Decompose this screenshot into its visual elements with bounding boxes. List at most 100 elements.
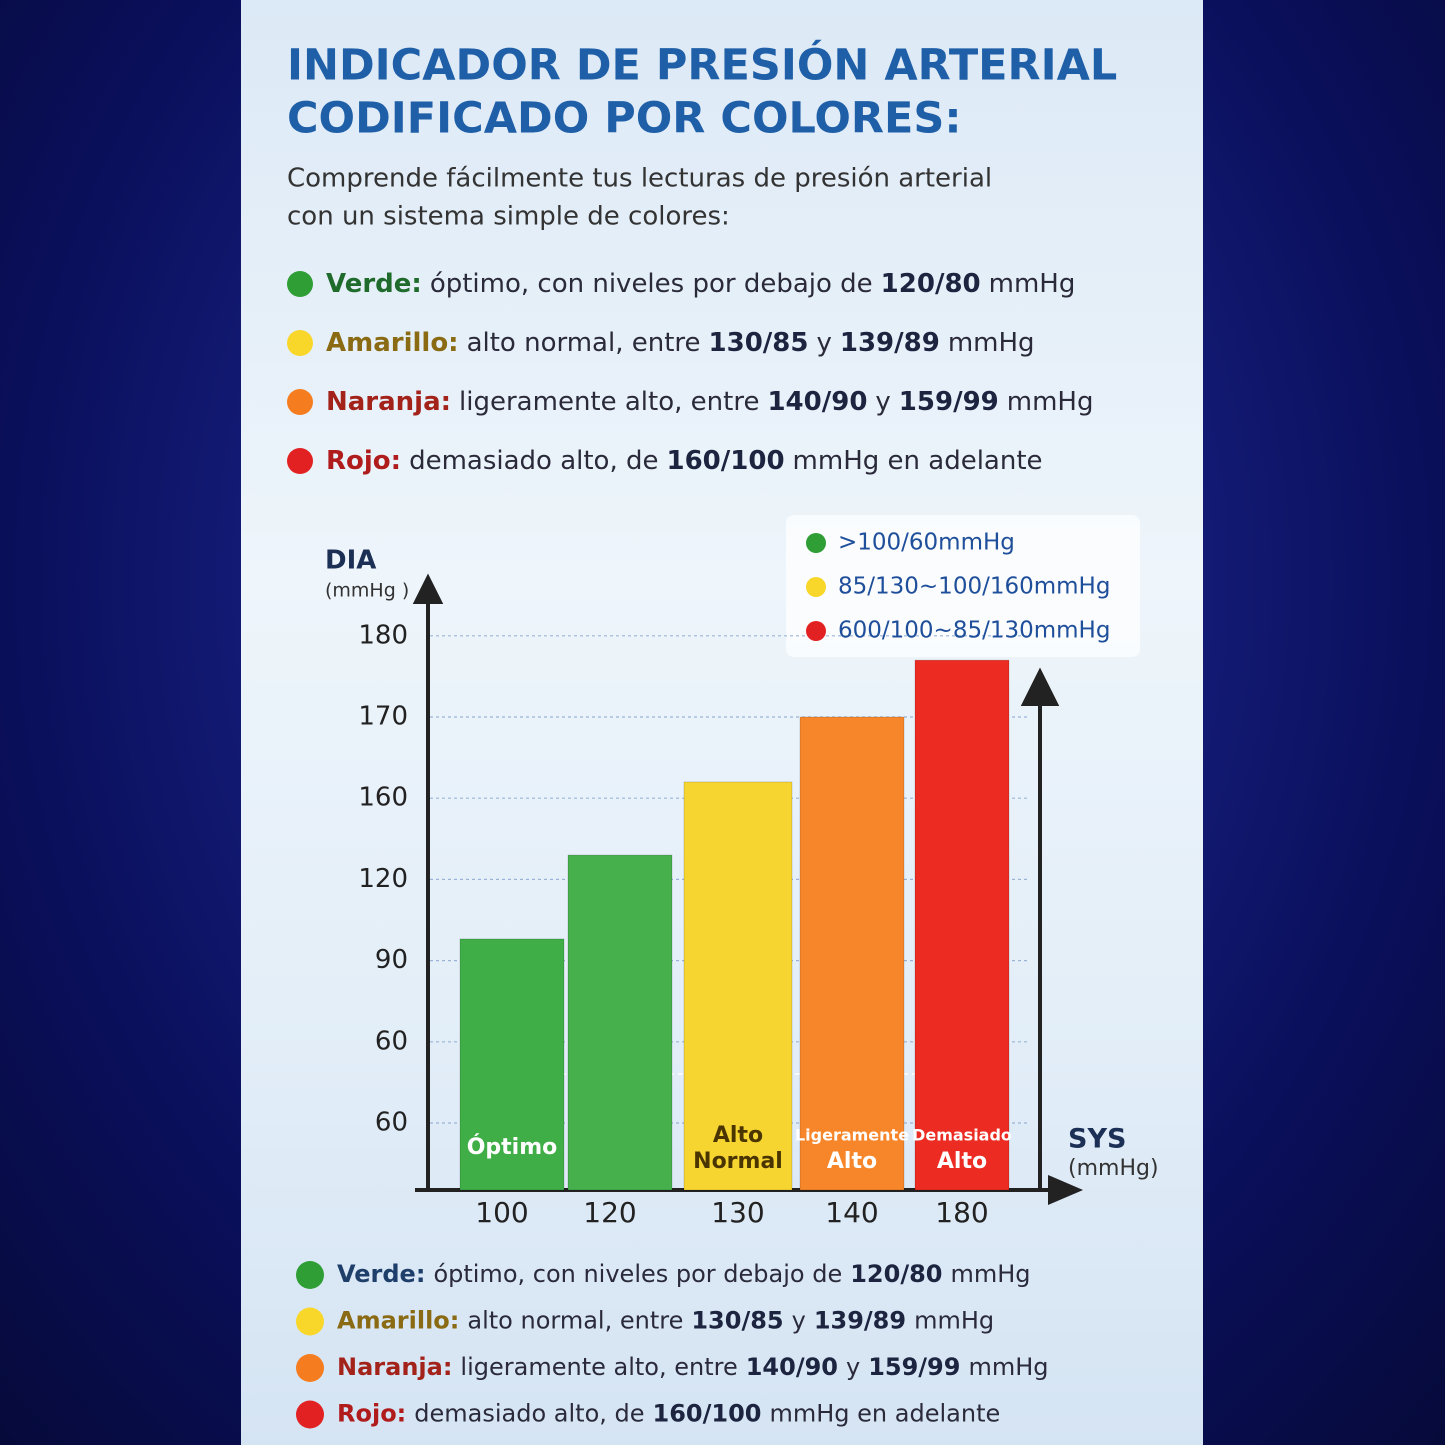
- key-dot: [287, 448, 313, 474]
- key-text: mmHg: [1007, 387, 1094, 417]
- bar: [459, 938, 565, 1191]
- title: CODIFICADO POR COLORES:: [287, 94, 962, 144]
- legend-dot: [806, 577, 826, 597]
- y-tick-label: 60: [375, 1026, 408, 1056]
- key-value: 120/80: [881, 269, 981, 299]
- sys-arrow: [1020, 667, 1060, 1190]
- key-label: Naranja:: [337, 1353, 452, 1381]
- y-tick-label: 170: [358, 702, 408, 732]
- key-text: mmHg: [968, 1353, 1048, 1381]
- key-text: demasiado alto, de: [414, 1400, 644, 1428]
- key-value: 130/85: [691, 1307, 783, 1335]
- y-tick-label: 60: [375, 1108, 408, 1138]
- key-text: demasiado alto, de: [409, 446, 658, 476]
- key-text: mmHg en adelante: [793, 446, 1043, 476]
- bar: [799, 716, 905, 1191]
- y-tick-label: 90: [375, 945, 408, 975]
- subtitle: Comprende fácilmente tus lecturas de pre…: [287, 164, 992, 194]
- key-item: Naranja: ligeramente alto, entre 140/90 y 15…: [326, 387, 1093, 417]
- key-value: 159/99: [899, 387, 999, 417]
- key-item: Amarillo: alto normal, entre 130/85 y 139/89…: [326, 328, 1035, 358]
- key-text: ligeramente alto, entre: [459, 387, 759, 417]
- y-tick-label: 180: [358, 620, 408, 650]
- bar: [683, 781, 793, 1191]
- bar: [914, 659, 1010, 1191]
- bar-label: Alto: [713, 1123, 763, 1148]
- key-text: mmHg: [914, 1307, 994, 1335]
- key-value: 140/90: [746, 1353, 838, 1381]
- key-text: óptimo, con niveles por debajo de: [430, 269, 873, 299]
- key-value: 159/99: [868, 1353, 960, 1381]
- x-tick-label: 120: [583, 1196, 636, 1229]
- key-text: mmHg: [948, 328, 1035, 358]
- bar-label: Ligeramente: [795, 1126, 909, 1145]
- x-tick-label: 100: [475, 1196, 528, 1229]
- key-label: Verde:: [337, 1260, 425, 1288]
- key-value: 130/85: [709, 328, 809, 358]
- key-text: y: [846, 1353, 860, 1381]
- y-tick-label: 160: [358, 783, 408, 813]
- bar-label: Normal: [693, 1149, 783, 1174]
- key-label: Rojo:: [326, 446, 401, 476]
- key-dot: [296, 1261, 324, 1289]
- key-text: mmHg: [989, 269, 1076, 299]
- y-axis-unit: (mmHg ): [325, 580, 409, 602]
- key-text: alto normal, entre: [467, 328, 701, 358]
- key-text: mmHg en adelante: [770, 1400, 1001, 1428]
- key-item: Naranja: ligeramente alto, entre 140/90 y 15…: [337, 1353, 1049, 1381]
- key-text: y: [875, 387, 890, 417]
- legend-label: 600/100~85/130mmHg: [838, 618, 1110, 644]
- key-value: 160/100: [653, 1400, 762, 1428]
- bar-label: Alto: [937, 1149, 987, 1174]
- x-tick-label: 140: [825, 1196, 878, 1229]
- key-text: alto normal, entre: [467, 1307, 683, 1335]
- key-text: y: [792, 1307, 806, 1335]
- x-axis-title: SYS: [1068, 1124, 1126, 1155]
- key-text: ligeramente alto, entre: [460, 1353, 737, 1381]
- legend-dot: [806, 621, 826, 641]
- y-axis-title: DIA: [325, 546, 376, 576]
- key-dot: [287, 389, 313, 415]
- key-text: óptimo, con niveles por debajo de: [433, 1260, 842, 1288]
- key-value: 139/89: [840, 328, 940, 358]
- bar-label: Óptimo: [467, 1134, 558, 1160]
- legend-box: [786, 515, 1140, 657]
- bar: [567, 854, 673, 1191]
- key-dot: [296, 1400, 324, 1429]
- key-value: 160/100: [667, 446, 785, 476]
- key-text: mmHg: [951, 1260, 1031, 1288]
- key-dot: [296, 1354, 324, 1382]
- legend-label: >100/60mmHg: [838, 530, 1015, 556]
- key-label: Amarillo:: [337, 1307, 459, 1335]
- subtitle: con un sistema simple de colores:: [287, 202, 730, 232]
- key-dot: [296, 1307, 324, 1336]
- key-item: Verde: óptimo, con niveles por debajo de 1…: [337, 1260, 1031, 1288]
- key-item: Verde: óptimo, con niveles por debajo de 1…: [326, 269, 1075, 299]
- panel: [241, 0, 1203, 1445]
- x-tick-label: 130: [711, 1196, 764, 1229]
- key-value: 120/80: [850, 1260, 942, 1288]
- legend-label: 85/130~100/160mmHg: [838, 574, 1110, 600]
- x-tick-label: 180: [935, 1196, 988, 1229]
- key-dot: [287, 330, 313, 356]
- key-label: Rojo:: [337, 1400, 406, 1428]
- key-value: 140/90: [767, 387, 867, 417]
- key-item: Amarillo: alto normal, entre 130/85 y 139/89…: [337, 1307, 994, 1335]
- x-axis-unit: (mmHg): [1068, 1156, 1159, 1181]
- y-axis: [412, 573, 444, 1192]
- key-item: Rojo: demasiado alto, de 160/100 mmHg en ad…: [337, 1400, 1000, 1428]
- key-label: Naranja:: [326, 387, 451, 417]
- key-label: Amarillo:: [326, 328, 459, 358]
- key-item: Rojo: demasiado alto, de 160/100 mmHg en ad…: [326, 446, 1043, 476]
- key-dot: [287, 271, 313, 297]
- key-label: Verde:: [326, 269, 422, 299]
- key-value: 139/89: [814, 1307, 906, 1335]
- y-tick-label: 120: [358, 864, 408, 894]
- bar-label: Demasiado: [912, 1126, 1012, 1145]
- legend-dot: [806, 533, 826, 553]
- bar-label: Alto: [827, 1149, 877, 1174]
- key-text: y: [816, 328, 831, 358]
- title: INDICADOR DE PRESIÓN ARTERIAL: [287, 40, 1117, 91]
